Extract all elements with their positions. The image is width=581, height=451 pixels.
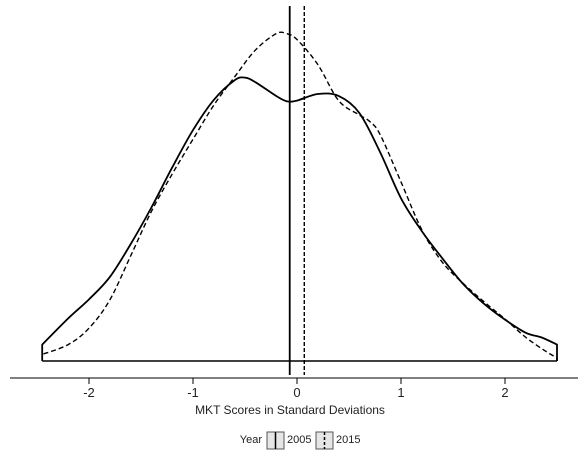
legend: Year 2005 2015 (240, 431, 360, 450)
x-axis: -2 -1 0 1 2 (10, 377, 578, 400)
legend-entry-2005: 2005 (266, 431, 311, 450)
series-2015-curve (41, 31, 558, 361)
x-axis-title: MKT Scores in Standard Deviations (195, 403, 385, 417)
x-tick-label--2: -2 (83, 385, 95, 400)
legend-title: Year (240, 434, 263, 446)
series-2005-curve (41, 76, 558, 361)
x-tick-label-1: 1 (397, 385, 404, 400)
x-tick-label--1: -1 (187, 385, 199, 400)
legend-entry-2015: 2015 (315, 431, 360, 450)
plot-area (41, 6, 558, 375)
x-tick-label-0: 0 (293, 385, 300, 400)
x-tick-label-2: 2 (501, 385, 508, 400)
legend-label-2015: 2015 (336, 434, 360, 446)
legend-label-2005: 2005 (287, 434, 311, 446)
